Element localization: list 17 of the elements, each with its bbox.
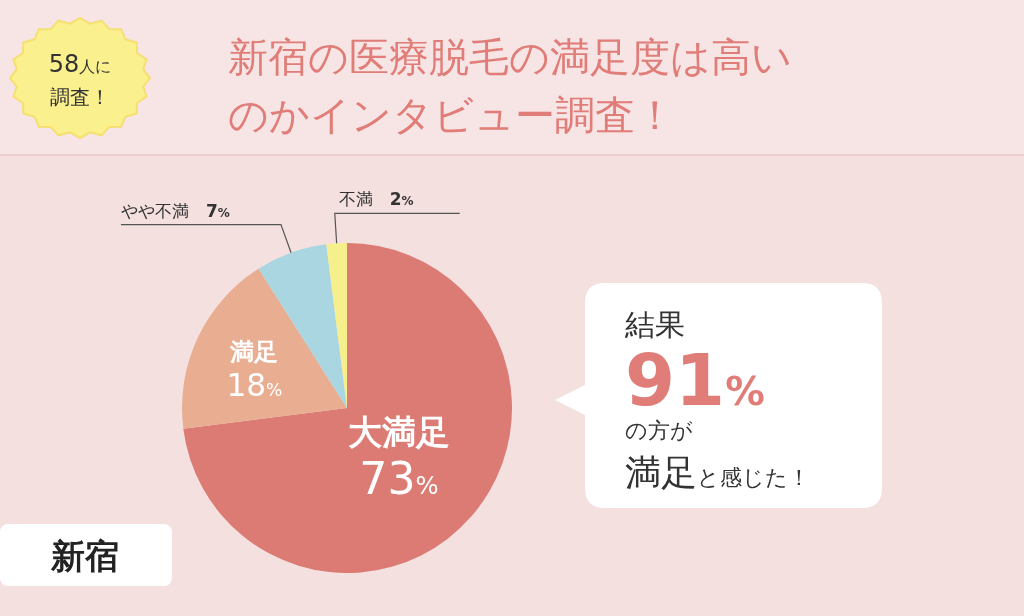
text: 満足と感じた！ <box>625 452 810 493</box>
data-label: 73% <box>359 452 439 504</box>
data-label: 7% <box>205 200 230 221</box>
pie-slice <box>183 243 512 573</box>
chart-title: 新宿の医療脱毛の満足度は高いのかインタビュー調査！ <box>228 33 793 140</box>
slice-label: 不満 <box>338 189 390 210</box>
data-label: 18% <box>226 367 283 404</box>
text: 新宿 <box>50 536 119 576</box>
text: 結果 <box>624 307 685 342</box>
slice-label: 大満足 <box>347 411 450 452</box>
slice-label: 満足 <box>229 338 279 367</box>
text: 調査！ <box>50 85 110 109</box>
pie-slice <box>182 268 347 429</box>
data-label: 2% <box>389 189 414 210</box>
slice-label: やや不満 <box>120 200 206 221</box>
text: の方が <box>625 418 693 443</box>
text: 58人に <box>48 50 112 78</box>
